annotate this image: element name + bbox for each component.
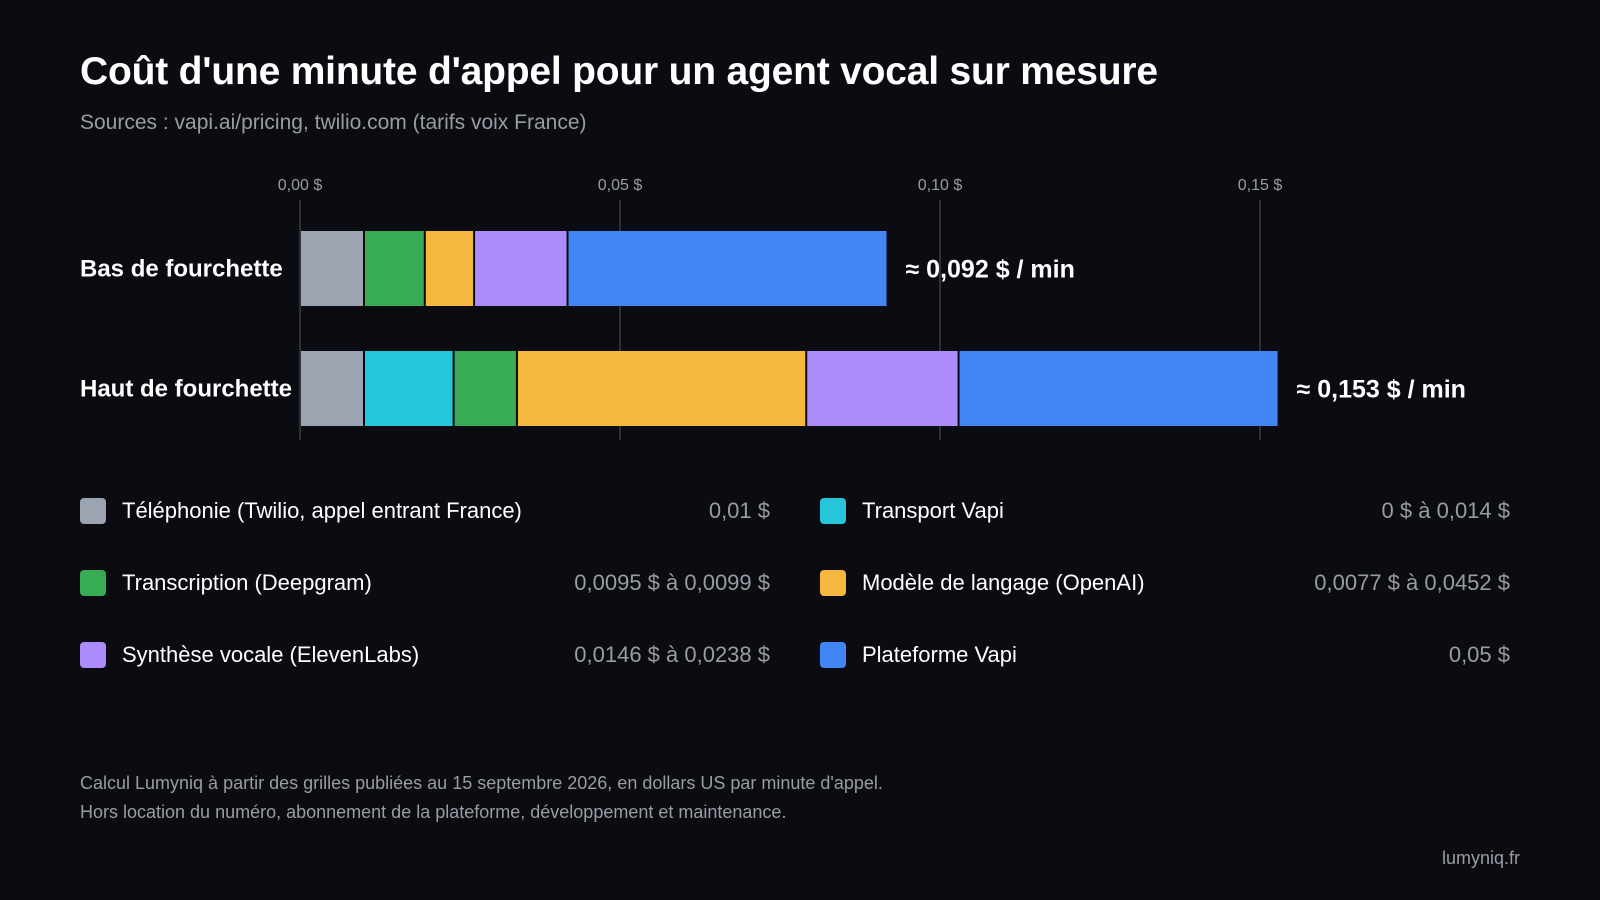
legend-label: Plateforme Vapi: [862, 642, 1017, 667]
total-label: ≈ 0,153 $ / min: [1297, 376, 1466, 404]
stacked-bar-chart: 0,00 $ 0,05 $ 0,10 $ 0,15 $ Bas de fourchett…: [80, 177, 1466, 440]
brand-label: lumyniq.fr: [1441, 848, 1520, 868]
chart-title: Coût d'une minute d'appel pour un agent …: [80, 50, 1158, 93]
legend-item-modele-langage: Modèle de langage (OpenAI) 0,0077 $ à 0,…: [820, 564, 1510, 604]
legend-swatch-synthese-vocale: [80, 642, 106, 668]
bar-segment: [475, 231, 567, 306]
legend-item-synthese-vocale: Synthèse vocale (ElevenLabs) 0,0146 $ à …: [80, 636, 770, 676]
total-label: ≈ 0,092 $ / min: [906, 256, 1075, 284]
bar-segment: [807, 351, 958, 426]
bar-segment: [365, 231, 424, 306]
legend-item-transport-vapi: Transport Vapi 0 $ à 0,014 $: [820, 492, 1510, 532]
legend-value: 0,0095 $ à 0,0099 $: [574, 570, 770, 595]
legend-item-plateforme-vapi: Plateforme Vapi 0,05 $: [820, 636, 1510, 676]
legend-value: 0,0146 $ à 0,0238 $: [574, 642, 770, 667]
footnote-line-1: Calcul Lumyniq à partir des grilles publ…: [80, 773, 883, 793]
bar-segment: [454, 351, 516, 426]
x-tick-label: 0,10 $: [918, 177, 963, 194]
legend-item-transcription: Transcription (Deepgram) 0,0095 $ à 0,00…: [80, 564, 770, 604]
bar-segment: [365, 351, 453, 426]
bar-segment: [301, 351, 363, 426]
bar-segment: [425, 231, 474, 306]
legend-swatch-transcription: [80, 570, 106, 596]
legend-value: 0 $ à 0,014 $: [1381, 498, 1510, 523]
x-tick-label: 0,00 $: [278, 177, 323, 194]
legend-swatch-plateforme-vapi: [820, 642, 846, 668]
legend-swatch-transport-vapi: [820, 498, 846, 524]
legend-value: 0,01 $: [708, 498, 770, 523]
legend-label: Transcription (Deepgram): [122, 570, 372, 595]
legend-swatch-modele-langage: [820, 570, 846, 596]
chart-subtitle: Sources : vapi.ai/pricing, twilio.com (t…: [80, 111, 587, 134]
legend-value: 0,05 $: [1448, 642, 1510, 667]
x-tick-label: 0,05 $: [598, 177, 643, 194]
category-label: Haut de fourchette: [80, 376, 292, 403]
x-tick-label: 0,15 $: [1238, 177, 1283, 194]
bar-segment: [301, 231, 363, 306]
bar-segment: [517, 351, 806, 426]
legend-label: Transport Vapi: [862, 498, 1004, 523]
category-label: Bas de fourchette: [80, 256, 283, 283]
legend-value: 0,0077 $ à 0,0452 $: [1314, 570, 1510, 595]
legend-swatch-telephonie: [80, 498, 106, 524]
legend-item-telephonie: Téléphonie (Twilio, appel entrant France…: [80, 492, 770, 532]
footnote-line-2: Hors location du numéro, abonnement de l…: [80, 802, 787, 822]
legend-label: Modèle de langage (OpenAI): [862, 570, 1145, 595]
legend-label: Synthèse vocale (ElevenLabs): [122, 642, 420, 667]
bar-segment: [959, 351, 1278, 426]
legend-label: Téléphonie (Twilio, appel entrant France…: [122, 498, 522, 523]
bar-segment: [568, 231, 887, 306]
